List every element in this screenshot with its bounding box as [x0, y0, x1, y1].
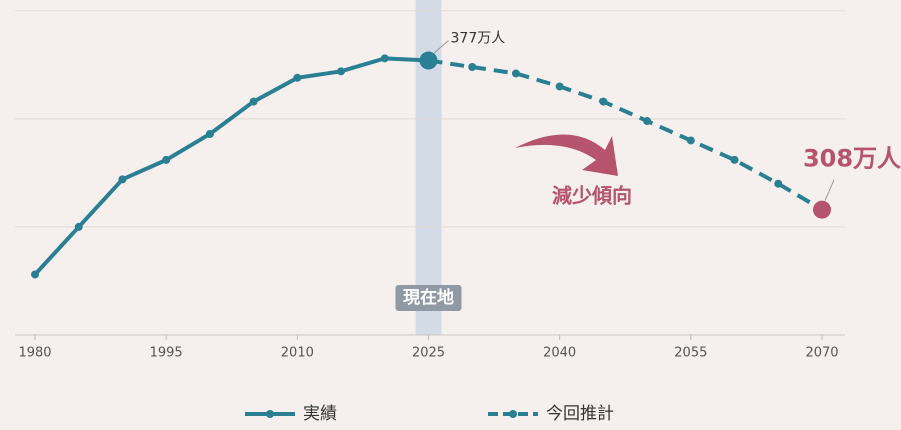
trend-arrow [515, 134, 618, 176]
data-point [31, 270, 39, 279]
data-point [730, 155, 739, 164]
legend-dot [509, 410, 517, 418]
x-tick-label: 2055 [674, 346, 707, 361]
data-point [118, 175, 127, 184]
legend-dot [266, 410, 274, 418]
data-point [162, 155, 171, 164]
current-label: 現在地 [403, 287, 454, 308]
x-tick-label: 1995 [150, 346, 183, 361]
data-point [468, 63, 477, 71]
x-tick-label: 2040 [543, 346, 576, 361]
x-tick-label: 1980 [18, 346, 51, 361]
series-line [33, 56, 429, 276]
current-label-box [395, 285, 462, 311]
data-point [643, 117, 652, 126]
data-point [293, 73, 302, 82]
label-leader [433, 40, 449, 54]
trend-label: 減少傾向 [552, 184, 632, 208]
x-tick-label: 2010 [281, 346, 314, 361]
x-tick-label: 2070 [805, 346, 838, 361]
label-leader [824, 179, 835, 201]
legend-label: 今回推計 [546, 404, 614, 424]
data-point [205, 130, 214, 138]
data-point [337, 67, 346, 76]
data-point [380, 54, 389, 63]
data-point [74, 222, 83, 231]
data-point [249, 97, 258, 106]
data-point [774, 179, 783, 188]
data-point [686, 136, 695, 145]
data-point [511, 69, 520, 78]
data-point [599, 97, 608, 106]
value-label: 377万人 [451, 31, 506, 47]
legend-label: 実績 [303, 404, 337, 424]
series-line [428, 58, 824, 212]
x-tick-label: 2025 [412, 346, 445, 361]
value-label: 308万人 [803, 145, 901, 173]
data-point [555, 82, 564, 91]
data-point [419, 51, 438, 70]
data-point [813, 200, 831, 219]
